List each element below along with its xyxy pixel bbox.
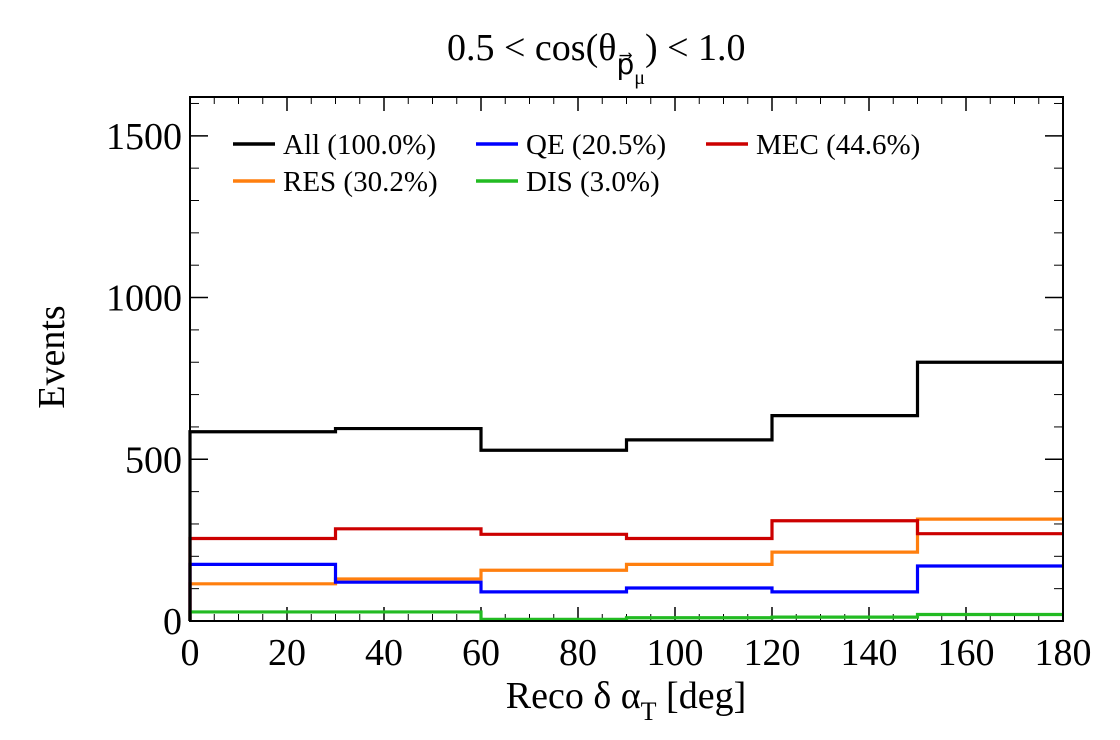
legend-label-mec: MEC (44.6%) <box>756 129 920 161</box>
series-line-qe <box>188 562 1063 621</box>
x-tick-label: 40 <box>365 632 403 674</box>
y-tick-label: 1500 <box>106 116 182 158</box>
series-line-dis <box>188 610 1063 621</box>
legend: All (100.0%) QE (20.5%) MEC (44.6%) RES (30… <box>233 129 920 198</box>
series-group <box>188 360 1063 621</box>
x-tick-label: 0 <box>181 632 200 674</box>
x-tick-label: 60 <box>462 632 500 674</box>
x-tick-label: 180 <box>1035 632 1092 674</box>
x-tick-label: 140 <box>841 632 898 674</box>
x-tick-label: 100 <box>647 632 704 674</box>
x-tick-label: 80 <box>559 632 597 674</box>
axis-ticks: 0 20 40 60 80 100 120 140 160 180 0 500 1000 1500 <box>106 97 1092 674</box>
x-axis-label: Reco δ αT [deg] <box>506 675 746 726</box>
plot-frame <box>189 96 1064 622</box>
legend-label-qe: QE (20.5%) <box>526 129 666 161</box>
x-label-subscript: T <box>641 697 657 726</box>
chart-title: 0.5 < cos(θp⃗μ) < 1.0 <box>447 27 746 89</box>
y-tick-label: 500 <box>125 439 182 481</box>
legend-label-dis: DIS (3.0%) <box>526 166 660 198</box>
x-tick-label: 20 <box>268 632 306 674</box>
legend-label-all: All (100.0%) <box>283 129 436 161</box>
title-sub-subscript: μ <box>634 67 645 89</box>
series-line-all <box>188 360 1063 621</box>
title-subscript: p⃗ <box>616 50 634 81</box>
y-tick-label: 0 <box>163 601 182 643</box>
y-axis-label: Events <box>31 305 73 408</box>
series-line-res <box>188 517 1063 621</box>
legend-label-res: RES (30.2%) <box>283 166 438 198</box>
x-tick-label: 160 <box>938 632 995 674</box>
x-tick-label: 120 <box>744 632 801 674</box>
y-tick-label: 1000 <box>106 278 182 320</box>
series-line-mec <box>188 519 1063 621</box>
